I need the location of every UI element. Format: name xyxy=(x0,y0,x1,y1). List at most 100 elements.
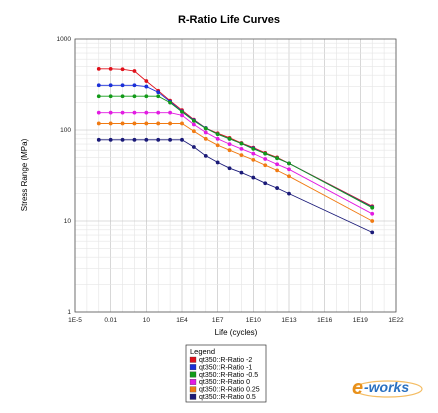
data-point xyxy=(263,181,268,186)
data-point xyxy=(275,186,280,190)
data-point xyxy=(120,137,125,142)
data-point xyxy=(287,191,291,196)
plot-area xyxy=(74,38,397,313)
x-tick-label: 10 xyxy=(143,317,151,324)
y-tick-label: 100 xyxy=(60,127,71,134)
data-point xyxy=(215,160,220,165)
data-point xyxy=(180,137,184,142)
data-point xyxy=(108,94,113,99)
x-tick-label: 1E-5 xyxy=(68,317,82,324)
x-tick-label: 1E7 xyxy=(212,317,224,324)
data-point xyxy=(191,145,196,149)
data-point xyxy=(370,230,375,235)
y-tick-label: 10 xyxy=(64,218,72,225)
data-point xyxy=(203,126,208,131)
series-group xyxy=(96,110,375,216)
data-point xyxy=(96,121,101,126)
data-point xyxy=(144,79,149,83)
series-line xyxy=(98,112,373,215)
legend-swatch xyxy=(189,364,197,371)
legend-swatch xyxy=(189,393,197,400)
data-point xyxy=(168,137,173,142)
series-group xyxy=(96,121,375,223)
data-point xyxy=(120,94,125,99)
legend-label: qt350::R-Ratio 0 xyxy=(199,379,250,386)
data-point xyxy=(287,161,291,166)
data-point xyxy=(96,66,101,71)
data-point xyxy=(156,137,161,142)
watermark-text: -works xyxy=(364,379,409,395)
data-point xyxy=(275,156,280,161)
series-line xyxy=(98,123,373,222)
legend-swatch xyxy=(189,356,197,363)
data-point xyxy=(168,121,173,126)
series-line xyxy=(98,95,373,209)
y-tick-label: 1 xyxy=(67,309,71,316)
data-point xyxy=(132,83,137,88)
x-tick-label: 1E4 xyxy=(176,317,188,324)
data-point xyxy=(239,170,244,175)
data-point xyxy=(203,153,208,158)
y-tick-label: 1000 xyxy=(57,36,72,43)
data-point xyxy=(144,137,149,142)
data-point xyxy=(144,110,149,115)
data-point xyxy=(96,110,101,115)
x-tick-label: 0.01 xyxy=(104,317,117,324)
data-point xyxy=(227,142,232,146)
data-point xyxy=(239,146,244,151)
data-point xyxy=(180,121,184,126)
data-point xyxy=(203,130,208,135)
data-point xyxy=(191,122,196,127)
data-point xyxy=(227,148,232,153)
data-point xyxy=(108,121,113,126)
y-axis-label: Stress Range (MPa) xyxy=(20,138,29,211)
data-point xyxy=(370,205,375,210)
data-point xyxy=(370,219,375,223)
data-point xyxy=(215,143,220,148)
legend-swatch xyxy=(189,371,197,378)
data-point xyxy=(227,136,232,141)
data-point xyxy=(191,129,196,134)
data-point xyxy=(263,163,268,168)
data-point xyxy=(120,83,125,88)
x-tick-label: 1E10 xyxy=(246,317,262,324)
data-point xyxy=(215,132,220,137)
data-point xyxy=(108,66,113,71)
data-point xyxy=(144,84,149,89)
data-point xyxy=(120,67,125,72)
data-point xyxy=(191,118,196,123)
series-group xyxy=(96,137,375,235)
legend-box xyxy=(185,344,267,403)
data-point xyxy=(156,94,161,99)
data-point xyxy=(108,137,113,142)
data-point xyxy=(251,175,256,180)
data-point xyxy=(263,151,268,156)
legend-label: qt350::R-Ratio -0.5 xyxy=(199,372,258,379)
legend-label: qt350::R-Ratio -1 xyxy=(199,364,252,371)
legend-label: qt350::R-Ratio 0.5 xyxy=(199,394,256,401)
data-point xyxy=(156,121,161,126)
data-point xyxy=(251,157,256,162)
data-point xyxy=(108,83,113,88)
data-point xyxy=(239,141,244,146)
x-tick-label: 1E19 xyxy=(353,317,369,324)
data-point xyxy=(132,94,137,99)
data-point xyxy=(156,110,161,115)
x-tick-label: 1E22 xyxy=(388,317,404,324)
data-point xyxy=(215,136,220,141)
legend-label: qt350::R-Ratio -2 xyxy=(199,357,252,364)
plot-background xyxy=(75,39,396,312)
data-point xyxy=(263,157,268,161)
x-tick-label: 1E13 xyxy=(281,317,297,324)
data-point xyxy=(132,69,137,73)
series-line xyxy=(98,139,373,233)
legend-label: qt350::R-Ratio 0.25 xyxy=(199,387,260,394)
data-point xyxy=(132,137,137,142)
data-point xyxy=(96,94,101,99)
chart-title: R-Ratio Life Curves xyxy=(178,14,280,26)
data-point xyxy=(108,110,113,115)
data-point xyxy=(120,110,125,115)
data-point xyxy=(180,110,184,114)
series-group xyxy=(96,94,375,210)
